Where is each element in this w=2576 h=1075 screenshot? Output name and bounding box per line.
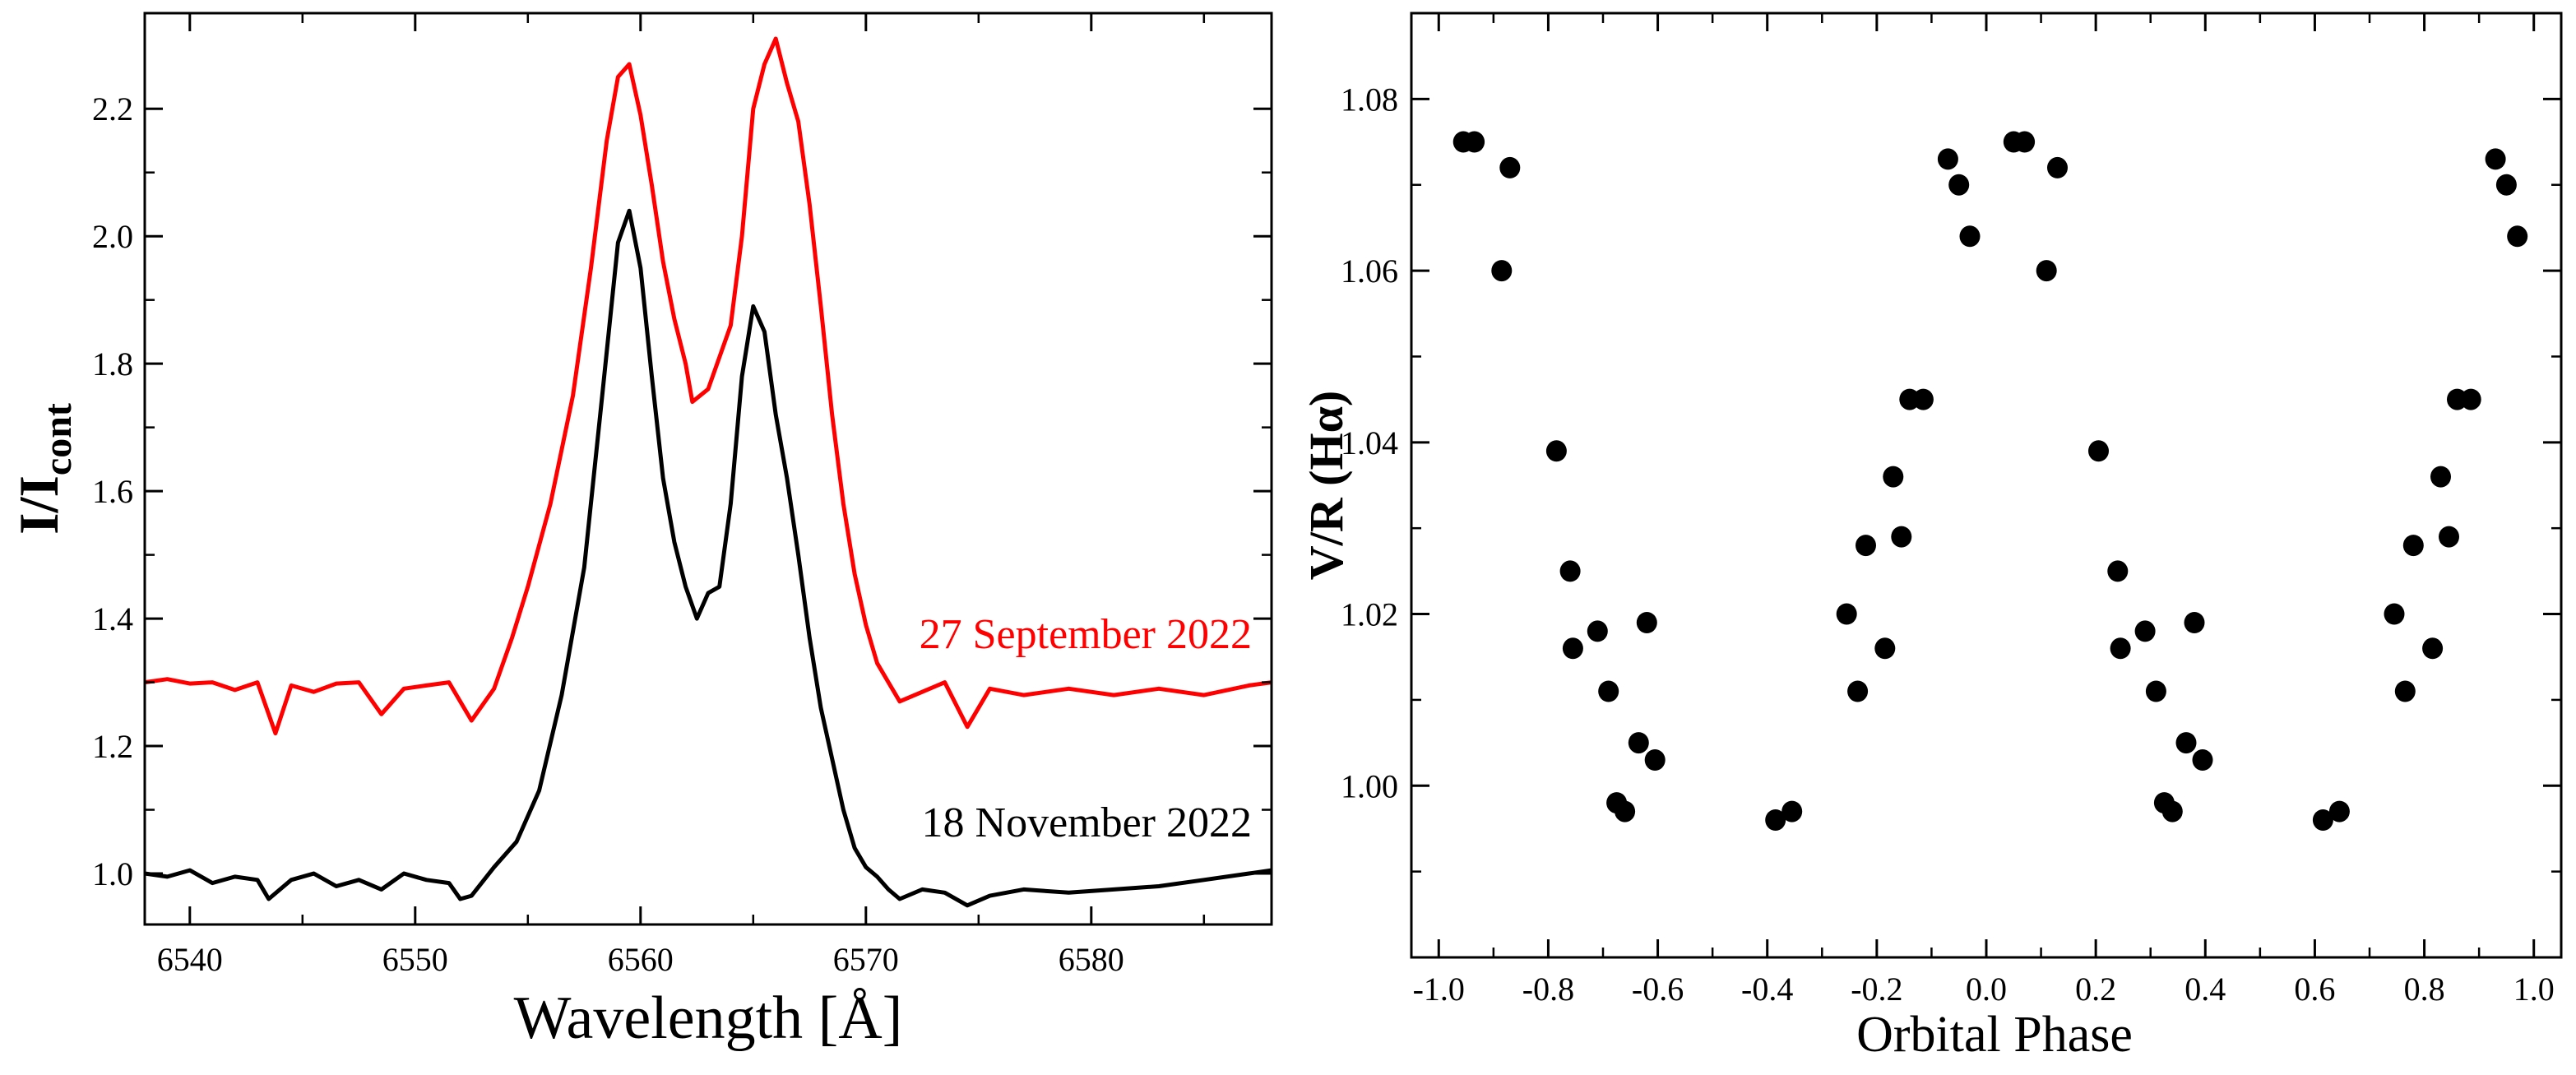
vr-data-point <box>1912 388 1934 410</box>
spectrum-x-tick-label: 6540 <box>157 941 223 978</box>
spectrum-y-tick-label: 1.4 <box>92 600 133 637</box>
vr-data-point <box>2402 535 2424 557</box>
vr-y-tick-label: 1.00 <box>1341 767 1398 804</box>
vr-data-point <box>2430 466 2451 488</box>
vr-data-point <box>1856 535 1876 557</box>
vr-data-point <box>1545 440 1567 462</box>
vr-data-point <box>2145 680 2166 702</box>
vr-data-point <box>2088 440 2109 462</box>
vr-y-axis-label: V/R (Hα) <box>1300 391 1353 581</box>
vr-data-point <box>1937 148 1958 170</box>
vr-x-tick-label: 0.8 <box>2404 971 2445 1008</box>
vr-data-point <box>1836 603 1857 625</box>
vr-x-tick-label: -0.6 <box>1632 971 1684 1008</box>
vr-data-point <box>1559 560 1581 582</box>
vr-y-tick-label: 1.04 <box>1341 424 1398 461</box>
spectrum-y-axis-label-subscript: cont <box>36 403 80 475</box>
spectrum-lines <box>144 36 1272 908</box>
spectrum-x-tick-label: 6580 <box>1059 941 1124 978</box>
spectrum-y-tick-label: 1.6 <box>92 473 133 510</box>
vr-y-tick-label: 1.02 <box>1341 596 1398 633</box>
spectrum-panel: 6540 6550 6560 6570 6580 1.0 1.2 1.4 1.6 1.8 2.0 2.… <box>7 12 1273 1052</box>
vr-data-point <box>1847 680 1869 702</box>
vr-data-point <box>1491 260 1513 282</box>
vr-x-tick-label: 0.6 <box>2294 971 2335 1008</box>
vr-data-point <box>2047 156 2068 178</box>
vr-data-point <box>1562 637 1583 660</box>
vr-data-point <box>1499 156 1521 178</box>
spectrum-x-tick-label: 6560 <box>608 941 674 978</box>
vr-tick-labels: -1.0 -0.8 -0.6 -0.4 -0.2 0.0 0.2 0.4 0.6 0.8 1.0 1.… <box>1341 81 2555 1008</box>
vr-x-tick-label: -0.8 <box>1522 971 1574 1008</box>
spectrum-ticks <box>145 13 1272 924</box>
vr-data-point <box>2036 260 2057 282</box>
spectrum-y-tick-label: 1.0 <box>92 855 133 892</box>
vr-x-axis-label: Orbital Phase <box>1856 1007 2133 1063</box>
vr-data-point <box>1587 620 1608 642</box>
vr-ticks <box>1411 13 2561 957</box>
vr-x-tick-label: 1.0 <box>2513 971 2555 1008</box>
spectrum-x-tick-label: 6550 <box>382 941 448 978</box>
spectrum-y-axis-label-main: I/I <box>7 475 70 535</box>
spectrum-annotation-november: 18 November 2022 <box>922 799 1252 846</box>
vr-data-point <box>1948 174 1970 196</box>
spectrum-series-line-september <box>144 36 1272 736</box>
vr-data-point <box>1765 809 1786 831</box>
vr-points <box>1452 131 2528 831</box>
vr-data-point <box>1628 732 1649 754</box>
vr-data-point <box>2507 225 2528 248</box>
vr-data-point <box>1598 680 1619 702</box>
vr-data-point <box>1891 526 1912 548</box>
vr-y-tick-label: 1.08 <box>1341 81 1398 118</box>
vr-data-point <box>2107 560 2129 582</box>
vr-x-tick-label: 0.2 <box>2075 971 2116 1008</box>
spectrum-plot-frame <box>143 12 1273 926</box>
vr-x-tick-label: -0.4 <box>1741 971 1793 1008</box>
vr-data-point <box>1615 800 1636 822</box>
vr-data-point <box>1874 637 1896 660</box>
vr-data-point <box>2485 148 2506 170</box>
spectrum-y-tick-label: 1.8 <box>92 345 133 382</box>
vr-data-point <box>1883 466 1904 488</box>
vr-data-point <box>2175 732 2197 754</box>
vr-data-point <box>1781 800 1803 822</box>
vr-data-point <box>2422 637 2444 660</box>
vr-data-point <box>2184 612 2205 633</box>
vr-panel: -1.0 -0.8 -0.6 -0.4 -0.2 0.0 0.2 0.4 0.6 0.8 1.0 1.… <box>1300 12 2563 1063</box>
spectrum-y-tick-label: 1.2 <box>92 728 133 765</box>
spectrum-y-tick-label: 2.2 <box>92 90 133 127</box>
spectrum-series-line-november <box>144 208 1272 908</box>
spectrum-x-axis-label: Wavelength [Å] <box>514 985 903 1052</box>
vr-y-tick-label: 1.06 <box>1341 253 1398 290</box>
spectrum-tick-labels: 6540 6550 6560 6570 6580 1.0 1.2 1.4 1.6 1.8 2.0 2.… <box>92 90 1124 978</box>
vr-data-point <box>2495 174 2517 196</box>
spectrum-annotation-september: 27 September 2022 <box>920 611 1252 658</box>
spectrum-x-tick-label: 6570 <box>833 941 899 978</box>
spectrum-y-axis-label: I/Icont <box>7 403 80 535</box>
vr-data-point <box>2439 526 2459 548</box>
vr-data-point <box>2328 800 2350 822</box>
spectrum-y-tick-label: 2.0 <box>92 218 133 255</box>
vr-data-point <box>2384 603 2405 625</box>
vr-plot-frame <box>1410 12 2563 959</box>
vr-data-point <box>2394 680 2416 702</box>
vr-x-tick-label: -1.0 <box>1413 971 1465 1008</box>
vr-data-point <box>2312 809 2333 831</box>
vr-data-point <box>2134 620 2156 642</box>
vr-data-point <box>1959 225 1981 248</box>
vr-data-point <box>1464 131 1485 153</box>
vr-data-point <box>2161 800 2183 822</box>
vr-data-point <box>1636 612 1657 633</box>
vr-data-point <box>2192 749 2213 771</box>
vr-data-point <box>2460 388 2481 410</box>
vr-x-tick-label: -0.2 <box>1851 971 1902 1008</box>
vr-x-tick-label: 0.0 <box>1966 971 2007 1008</box>
vr-data-point <box>2110 637 2131 660</box>
vr-data-point <box>2014 131 2036 153</box>
vr-x-tick-label: 0.4 <box>2185 971 2226 1008</box>
vr-data-point <box>1644 749 1666 771</box>
